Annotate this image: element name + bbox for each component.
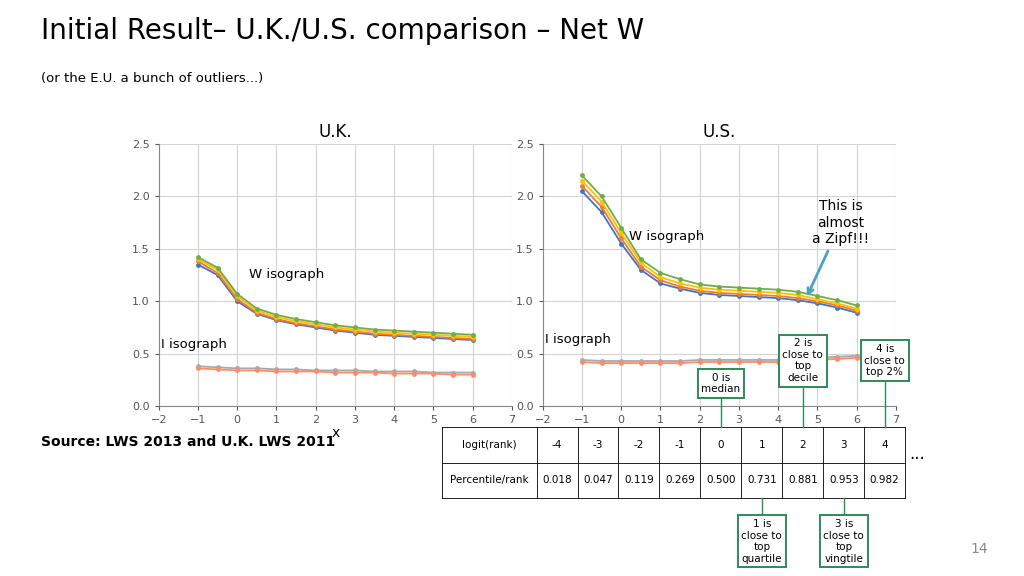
- Text: 0.269: 0.269: [665, 475, 695, 486]
- Text: 1: 1: [759, 439, 765, 450]
- X-axis label: x: x: [331, 426, 340, 441]
- Text: 4 is
close to
top 2%: 4 is close to top 2%: [864, 344, 905, 377]
- Text: 3 is
close to
top
vingtile: 3 is close to top vingtile: [823, 519, 864, 564]
- Text: (or the E.U. a bunch of outliers...): (or the E.U. a bunch of outliers...): [41, 72, 263, 85]
- X-axis label: x: x: [715, 426, 724, 441]
- Text: 0.500: 0.500: [707, 475, 735, 486]
- Text: -4: -4: [552, 439, 562, 450]
- Text: 0: 0: [718, 439, 724, 450]
- Text: Percentile/rank: Percentile/rank: [451, 475, 528, 486]
- Text: 1 is
close to
top
quartile: 1 is close to top quartile: [741, 519, 782, 564]
- Text: 2 is
close to
top
decile: 2 is close to top decile: [782, 338, 823, 383]
- Text: 14: 14: [971, 542, 988, 556]
- Text: Source: LWS 2013 and U.K. LWS 2011: Source: LWS 2013 and U.K. LWS 2011: [41, 435, 335, 449]
- Text: logit(rank): logit(rank): [462, 439, 517, 450]
- Text: ...: ...: [909, 445, 925, 463]
- Text: 0 is
median: 0 is median: [701, 373, 740, 395]
- Text: W isograph: W isograph: [249, 268, 325, 281]
- Text: 0.731: 0.731: [746, 475, 777, 486]
- Text: 0.119: 0.119: [624, 475, 654, 486]
- Text: 2: 2: [800, 439, 806, 450]
- Text: -3: -3: [593, 439, 603, 450]
- Text: -1: -1: [675, 439, 685, 450]
- Text: W isograph: W isograph: [629, 230, 705, 244]
- Text: -2: -2: [634, 439, 644, 450]
- Text: Initial Result– U.K./U.S. comparison – Net W: Initial Result– U.K./U.S. comparison – N…: [41, 17, 644, 46]
- Text: 3: 3: [841, 439, 847, 450]
- Text: I isograph: I isograph: [161, 339, 226, 351]
- Title: U.K.: U.K.: [318, 123, 352, 141]
- Text: 0.881: 0.881: [787, 475, 818, 486]
- Text: 0.953: 0.953: [828, 475, 859, 486]
- Text: I isograph: I isograph: [545, 333, 610, 346]
- Title: U.S.: U.S.: [702, 123, 736, 141]
- Text: 0.982: 0.982: [869, 475, 900, 486]
- Text: 0.047: 0.047: [584, 475, 612, 486]
- Text: This is
almost
a Zipf!!!: This is almost a Zipf!!!: [808, 199, 869, 294]
- Text: 4: 4: [882, 439, 888, 450]
- Text: 0.018: 0.018: [543, 475, 571, 486]
